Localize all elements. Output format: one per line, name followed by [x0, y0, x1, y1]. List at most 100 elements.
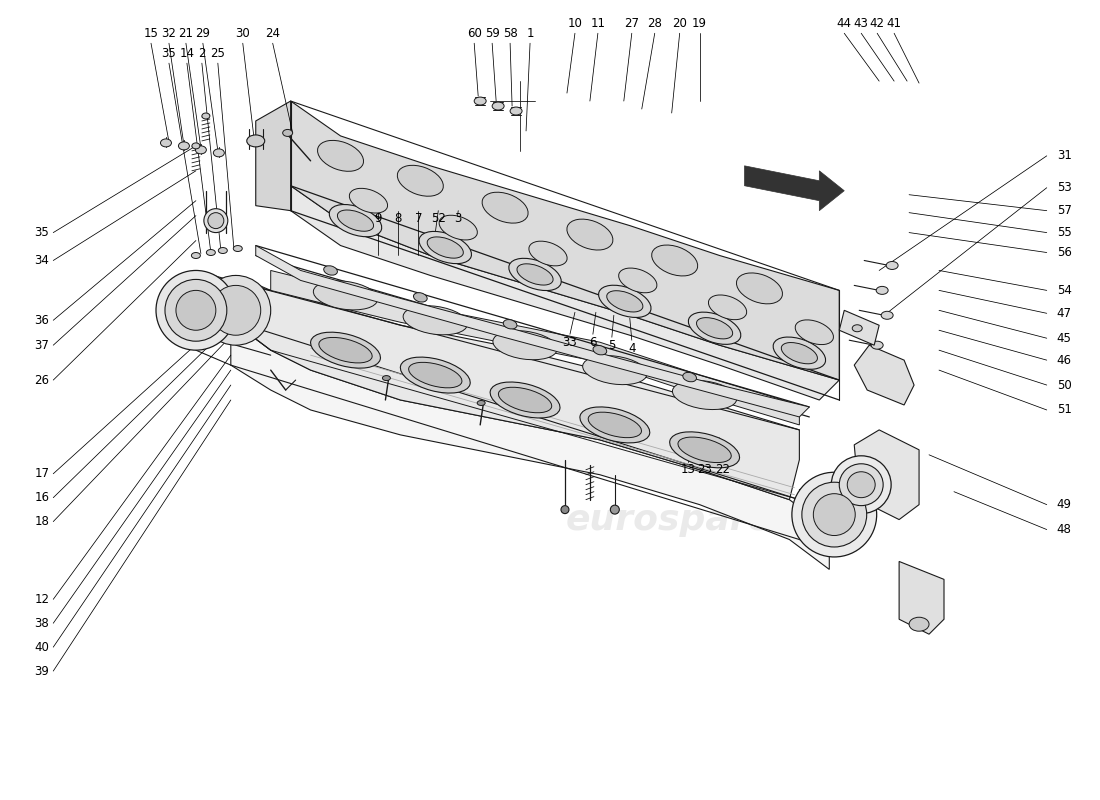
Ellipse shape: [802, 482, 867, 547]
Polygon shape: [745, 166, 845, 210]
Text: 52: 52: [431, 212, 446, 225]
Ellipse shape: [618, 268, 657, 293]
Text: 36: 36: [34, 314, 50, 326]
Ellipse shape: [493, 330, 558, 360]
Ellipse shape: [310, 332, 381, 368]
Ellipse shape: [737, 273, 782, 304]
Text: 18: 18: [34, 515, 50, 528]
Text: 23: 23: [697, 463, 712, 476]
Ellipse shape: [408, 362, 462, 388]
Polygon shape: [855, 345, 914, 405]
Ellipse shape: [161, 139, 172, 147]
Ellipse shape: [517, 264, 553, 285]
Text: 40: 40: [34, 641, 50, 654]
Polygon shape: [855, 430, 920, 519]
Text: 3: 3: [454, 212, 462, 225]
Ellipse shape: [580, 407, 650, 443]
Ellipse shape: [510, 107, 522, 115]
Text: 32: 32: [162, 26, 176, 40]
Ellipse shape: [338, 210, 374, 231]
Ellipse shape: [318, 140, 363, 171]
Ellipse shape: [202, 113, 210, 119]
Text: 7: 7: [415, 212, 422, 225]
Polygon shape: [255, 101, 290, 210]
Ellipse shape: [607, 290, 642, 312]
Text: 51: 51: [1057, 403, 1071, 417]
Text: 34: 34: [34, 254, 50, 267]
Ellipse shape: [781, 342, 817, 364]
Text: 37: 37: [34, 338, 50, 352]
Text: 1: 1: [526, 26, 534, 40]
Ellipse shape: [852, 325, 862, 332]
Text: 27: 27: [625, 17, 639, 30]
Ellipse shape: [218, 247, 228, 254]
Text: 48: 48: [1057, 523, 1071, 536]
Text: 35: 35: [34, 226, 50, 239]
Ellipse shape: [201, 275, 271, 345]
Text: 17: 17: [34, 467, 50, 480]
Ellipse shape: [323, 266, 338, 275]
Text: 13: 13: [680, 463, 695, 476]
Text: 55: 55: [1057, 226, 1071, 239]
Text: 9: 9: [375, 212, 382, 225]
Ellipse shape: [383, 375, 390, 381]
Text: 30: 30: [235, 26, 250, 40]
Polygon shape: [899, 562, 944, 634]
Ellipse shape: [314, 281, 377, 310]
Ellipse shape: [773, 337, 826, 370]
Ellipse shape: [213, 149, 224, 157]
Ellipse shape: [427, 237, 463, 258]
Text: 43: 43: [854, 17, 869, 30]
Ellipse shape: [233, 246, 242, 251]
Text: 45: 45: [1057, 332, 1071, 345]
Text: 11: 11: [591, 17, 605, 30]
Ellipse shape: [350, 188, 387, 213]
Text: 33: 33: [562, 336, 578, 349]
Ellipse shape: [246, 135, 265, 147]
Text: eurospares: eurospares: [565, 502, 794, 537]
Ellipse shape: [491, 382, 560, 418]
Ellipse shape: [792, 472, 877, 557]
Ellipse shape: [588, 412, 641, 438]
Ellipse shape: [400, 357, 470, 393]
Ellipse shape: [397, 166, 443, 196]
Ellipse shape: [708, 295, 747, 320]
Text: 14: 14: [179, 46, 195, 60]
Ellipse shape: [847, 472, 876, 498]
Text: 28: 28: [647, 17, 662, 30]
Polygon shape: [839, 310, 879, 345]
Ellipse shape: [191, 253, 200, 258]
Text: 38: 38: [34, 617, 50, 630]
Ellipse shape: [832, 456, 891, 514]
Ellipse shape: [419, 231, 472, 264]
Polygon shape: [231, 281, 800, 500]
Text: 54: 54: [1057, 284, 1071, 297]
Ellipse shape: [207, 250, 216, 255]
Text: 47: 47: [1057, 307, 1071, 320]
Text: 56: 56: [1057, 246, 1071, 259]
Polygon shape: [271, 270, 800, 425]
Ellipse shape: [610, 505, 619, 514]
Polygon shape: [231, 320, 829, 570]
Ellipse shape: [795, 320, 834, 345]
Ellipse shape: [887, 262, 898, 270]
Ellipse shape: [211, 286, 261, 335]
Text: 25: 25: [210, 46, 225, 60]
Text: 21: 21: [178, 26, 194, 40]
Text: 29: 29: [196, 26, 210, 40]
Text: 39: 39: [34, 665, 50, 678]
Text: 31: 31: [1057, 150, 1071, 162]
Ellipse shape: [881, 311, 893, 319]
Ellipse shape: [593, 346, 607, 355]
Ellipse shape: [509, 258, 561, 290]
Text: 60: 60: [466, 26, 482, 40]
Ellipse shape: [156, 270, 235, 350]
Ellipse shape: [204, 209, 228, 233]
Ellipse shape: [319, 338, 372, 363]
Ellipse shape: [871, 342, 883, 349]
Text: eurospares: eurospares: [196, 303, 425, 338]
Ellipse shape: [329, 205, 382, 237]
Text: 8: 8: [395, 212, 403, 225]
Ellipse shape: [839, 464, 883, 506]
Ellipse shape: [439, 215, 477, 240]
